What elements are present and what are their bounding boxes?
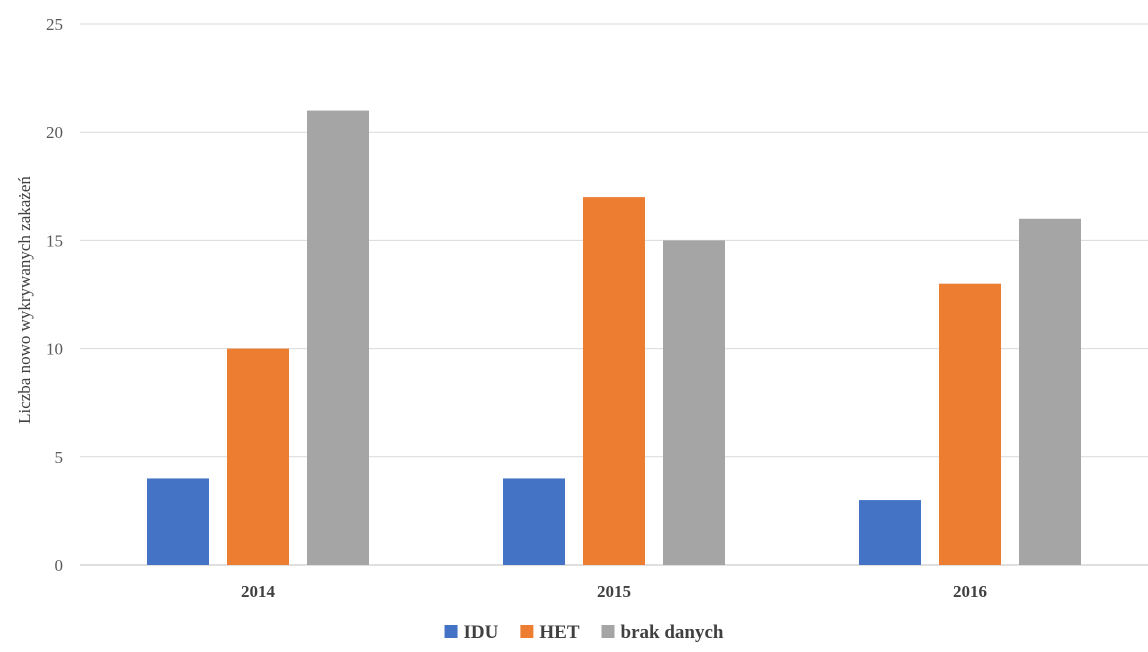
- legend-item: HET: [520, 622, 580, 643]
- bar-IDU-2016: [859, 500, 921, 565]
- legend-label: IDU: [464, 622, 499, 643]
- x-tick-label: 2016: [953, 582, 987, 601]
- y-axis-ticks: 0 5 10 15 20 25: [46, 15, 63, 575]
- bar-HET-2015: [583, 197, 645, 565]
- bars: [147, 110, 1081, 565]
- bar-brak-danych-2014: [307, 110, 369, 565]
- bar-IDU-2014: [147, 478, 209, 565]
- x-tick-label: 2014: [241, 582, 276, 601]
- x-axis-ticks: 2014 2015 2016: [241, 582, 987, 601]
- x-tick-label: 2015: [597, 582, 631, 601]
- y-tick-label: 25: [46, 15, 63, 34]
- legend-label: HET: [539, 622, 579, 643]
- bar-brak-danych-2015: [663, 240, 725, 565]
- y-tick-label: 0: [55, 556, 64, 575]
- y-tick-label: 10: [46, 340, 63, 359]
- bar-brak-danych-2016: [1019, 218, 1081, 565]
- legend-label: brak danych: [621, 622, 724, 643]
- legend-swatch: [601, 625, 615, 638]
- y-tick-label: 15: [46, 231, 63, 250]
- bar-HET-2016: [939, 283, 1001, 565]
- legend: IDU HET brak danych: [444, 622, 724, 643]
- legend-item: IDU: [444, 622, 499, 643]
- bar-IDU-2015: [503, 478, 565, 565]
- legend-swatch: [444, 625, 458, 638]
- legend-swatch: [520, 625, 534, 638]
- y-tick-label: 20: [46, 123, 63, 142]
- legend-item: brak danych: [601, 622, 724, 643]
- y-tick-label: 5: [55, 448, 64, 467]
- bar-HET-2014: [227, 348, 289, 565]
- y-axis-label: Liczba nowo wykrywanych zakażeń: [15, 176, 34, 424]
